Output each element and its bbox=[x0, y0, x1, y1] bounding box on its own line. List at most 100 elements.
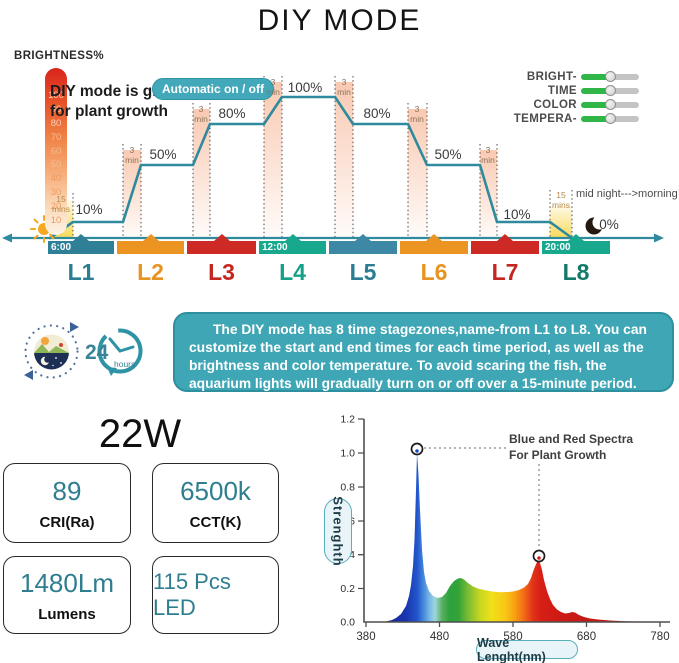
spectrum-area bbox=[384, 453, 660, 622]
diy-description-text: The DIY mode has 8 time stagezones,name-… bbox=[189, 322, 647, 391]
ramp-3min-label: 3 min bbox=[266, 77, 280, 97]
stage-name-L2: L2 bbox=[137, 259, 164, 285]
ramp-3min-label: 3 min bbox=[125, 145, 139, 165]
spec-box-cct: 6500k CCT(K) bbox=[152, 463, 279, 543]
slider-knob[interactable] bbox=[605, 71, 616, 82]
ramp-shade bbox=[408, 109, 427, 238]
step-percent: 0% bbox=[599, 217, 619, 232]
stage-name-L3: L3 bbox=[208, 259, 235, 285]
spectrum-chart: 1.2 1.0 0.8 0.6 0.4 0.2 0.0 380 480 580 … bbox=[300, 400, 679, 663]
time-slider[interactable] bbox=[581, 85, 639, 96]
led-count-value: 115 Pcs LED bbox=[153, 569, 231, 620]
stage-name-L7: L7 bbox=[491, 259, 519, 285]
schedule-chart: BRIGHTNESS% 100 90 80 70 60 50 40 30 20 … bbox=[0, 40, 679, 305]
ramp-15min-label: 15 mins bbox=[552, 190, 570, 210]
axis-ticks bbox=[358, 418, 661, 627]
stage-time: 20:00 bbox=[545, 242, 571, 253]
brightness-tick: 70 bbox=[50, 131, 62, 143]
cct-value: 6500k bbox=[180, 475, 251, 506]
ramp-3min-label: 3 min bbox=[410, 104, 424, 124]
power-rating: 22W bbox=[98, 412, 182, 456]
stage-segment-L1: 6:00 bbox=[48, 234, 114, 254]
step-percent: 10% bbox=[75, 202, 103, 217]
stage-segment-L3 bbox=[187, 234, 256, 254]
midnight-note: mid night--->morning bbox=[576, 188, 678, 200]
stage-name-L4: L4 bbox=[279, 259, 306, 285]
clock-24-label: 24 bbox=[85, 341, 109, 364]
stage-name-L1: L1 bbox=[67, 259, 95, 285]
stage-name-L6: L6 bbox=[420, 259, 448, 285]
24-hours-clock-icon: 24 hours bbox=[85, 328, 143, 376]
spec-box-lumens: 1480Lm Lumens bbox=[3, 556, 131, 634]
slider-knob[interactable] bbox=[605, 85, 616, 96]
step-percent: 50% bbox=[149, 147, 177, 162]
spectra-annotation: Blue and Red Spectra For Plant Growth bbox=[509, 432, 634, 462]
blue-peak-marker bbox=[410, 442, 424, 456]
brightness-tick: 20 bbox=[50, 201, 62, 213]
step-percent: 50% bbox=[434, 147, 462, 162]
spec-box-led-count: 115 Pcs LED bbox=[152, 556, 279, 634]
brightness-tick: 10 bbox=[50, 215, 62, 227]
step-percent: 80% bbox=[218, 106, 246, 121]
stage-segment-L5 bbox=[329, 234, 397, 254]
slider-label-brightness: BRIGHT- bbox=[526, 71, 577, 83]
automatic-onoff-badge: Automatic on / off bbox=[152, 78, 274, 100]
slider-label-temperature: TEMPERA- bbox=[513, 113, 577, 125]
schedule-chart-canvas bbox=[2, 76, 664, 243]
slider-knob[interactable] bbox=[605, 99, 616, 110]
ramp-shade bbox=[335, 82, 353, 238]
brightness-step-curve bbox=[48, 95, 574, 240]
axis-right-arrow-icon bbox=[654, 233, 664, 243]
step-percent: 100% bbox=[287, 80, 323, 95]
diy-description-box: The DIY mode has 8 time stagezones,name-… bbox=[173, 312, 674, 392]
step-percent: 10% bbox=[503, 207, 531, 222]
ramp-shade bbox=[264, 82, 282, 238]
y-tick: 1.0 bbox=[340, 448, 355, 460]
stage-segment-L8: 20:00 bbox=[542, 234, 610, 254]
cri-label: CRI(Ra) bbox=[39, 513, 95, 531]
stage-segment-L4: 12:00 bbox=[259, 234, 326, 254]
x-tick: 680 bbox=[577, 631, 596, 643]
slider-label-time: TIME bbox=[547, 85, 577, 97]
axis-left-arrow-icon bbox=[2, 233, 12, 243]
slider-knob[interactable] bbox=[605, 113, 616, 124]
x-axis-label: Wave Lenght(nm) bbox=[476, 636, 578, 663]
annotation-dotted-lines bbox=[424, 447, 540, 548]
stage-segment-L6 bbox=[400, 234, 468, 254]
red-peak-marker bbox=[532, 549, 546, 563]
x-tick: 480 bbox=[430, 631, 449, 643]
brightness-tick: 100 bbox=[48, 90, 64, 101]
lumens-value: 1480Lm bbox=[20, 567, 114, 598]
spectrum-canvas: 1.2 1.0 0.8 0.6 0.4 0.2 0.0 380 480 580 … bbox=[340, 414, 670, 643]
temperature-slider[interactable] bbox=[581, 113, 639, 124]
day-night-cycle-icon bbox=[24, 322, 79, 380]
brightness-axis-title: BRIGHTNESS% bbox=[14, 50, 105, 62]
x-tick: 380 bbox=[356, 631, 375, 643]
spec-box-cri: 89 CRI(Ra) bbox=[3, 463, 131, 543]
ramp-3min-label: 3 min bbox=[337, 77, 351, 97]
ramp-15min-label: 15 mins bbox=[52, 194, 70, 214]
y-tick: 0.2 bbox=[340, 583, 355, 595]
brightness-tick: 90 bbox=[50, 103, 62, 115]
ramp-shade bbox=[193, 109, 210, 238]
slider-label-color: COLOR bbox=[533, 99, 577, 111]
brightness-tick: 30 bbox=[50, 187, 62, 199]
ramp-3min-label: 3 min bbox=[194, 104, 208, 124]
step-percent: 80% bbox=[363, 106, 391, 121]
stage-name-L8: L8 bbox=[562, 259, 590, 285]
brightness-tick: 80 bbox=[50, 117, 62, 129]
stage-segment-L7 bbox=[471, 234, 539, 254]
stage-time: 12:00 bbox=[262, 242, 288, 253]
brightness-slider[interactable] bbox=[581, 71, 639, 82]
sunset-ramp-shade bbox=[550, 206, 572, 238]
brightness-tick: 50 bbox=[50, 159, 62, 171]
x-tick: 780 bbox=[650, 631, 669, 643]
page-title: DIY MODE bbox=[257, 4, 422, 37]
lumens-label: Lumens bbox=[38, 605, 96, 623]
ramp-3min-label: 3 min bbox=[481, 145, 495, 165]
plant-growth-note: DIY mode is great for plant growth bbox=[50, 83, 181, 121]
stage-time: 6:00 bbox=[51, 242, 72, 253]
brightness-axis-bar: 100 90 80 70 60 50 40 30 20 10 bbox=[45, 68, 67, 235]
color-slider[interactable] bbox=[581, 99, 639, 110]
